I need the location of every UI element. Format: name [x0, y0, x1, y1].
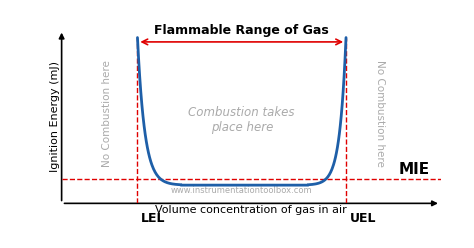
Text: www.instrumentationtoolbox.com: www.instrumentationtoolbox.com: [171, 186, 312, 195]
Y-axis label: Ignition Energy (mJ): Ignition Energy (mJ): [50, 61, 60, 172]
Text: LEL: LEL: [141, 212, 166, 225]
Text: Flammable Range of Gas: Flammable Range of Gas: [155, 24, 329, 37]
Text: Combustion takes
place here: Combustion takes place here: [189, 106, 295, 134]
X-axis label: Volume concentration of gas in air: Volume concentration of gas in air: [155, 205, 347, 215]
Text: UEL: UEL: [350, 212, 376, 225]
Text: No Combustion here: No Combustion here: [102, 60, 112, 166]
Text: No Combustion here: No Combustion here: [375, 60, 385, 166]
Text: MIE: MIE: [398, 162, 429, 177]
